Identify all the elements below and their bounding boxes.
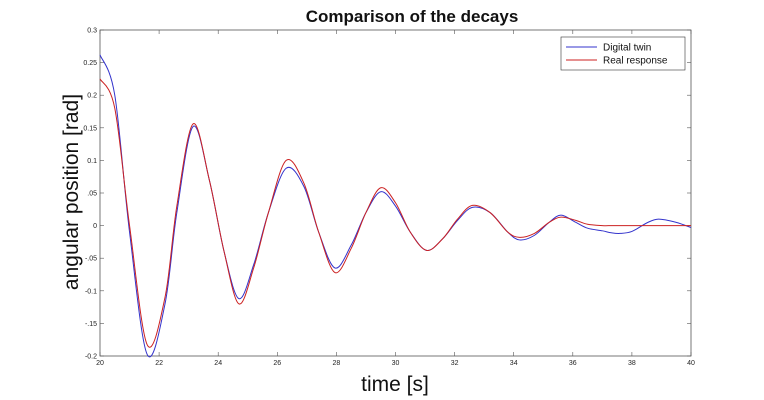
x-tick-label: 40 <box>687 360 695 367</box>
chart-title: Comparison of the decays <box>306 7 519 26</box>
y-axis-ticks: -0.2 -.15 -0.1 -.05 0 .05 0.1 0.15 0.2 0.25 0.3 <box>83 28 691 361</box>
x-tick-label: 28 <box>333 360 341 367</box>
plot-area <box>99 29 692 357</box>
series-line-digital-twin <box>99 54 692 358</box>
y-tick-label: 0.25 <box>83 60 97 67</box>
x-tick-label: 30 <box>392 360 400 367</box>
legend: Digital twin Real response <box>560 36 686 71</box>
y-tick-label: .05 <box>87 191 97 198</box>
y-tick-label: 0.1 <box>87 158 97 165</box>
y-tick-label: -.15 <box>85 321 97 328</box>
y-tick-label: -0.1 <box>85 288 97 295</box>
legend-entry: Real response <box>603 56 668 67</box>
x-axis-ticks: 20 22 24 26 28 30 32 34 36 38 40 <box>96 30 695 367</box>
series-line-real-response <box>99 78 691 348</box>
x-tick-label: 36 <box>569 360 577 367</box>
x-tick-label: 38 <box>628 360 636 367</box>
x-tick-label: 34 <box>510 360 518 367</box>
series-lines <box>99 54 692 358</box>
x-axis-label: time [s] <box>361 373 429 396</box>
y-tick-label: 0.2 <box>87 93 97 100</box>
legend-box <box>560 36 686 71</box>
x-tick-label: 20 <box>96 360 104 367</box>
y-tick-label: 0 <box>93 223 97 230</box>
y-tick-label: 0.3 <box>87 28 97 35</box>
x-tick-label: 26 <box>273 360 281 367</box>
x-tick-label: 22 <box>155 360 163 367</box>
x-tick-label: 32 <box>451 360 459 367</box>
y-tick-label: -.05 <box>85 256 97 263</box>
y-axis-label: angular position [rad] <box>60 94 83 290</box>
y-tick-label: -0.2 <box>85 354 97 361</box>
legend-entry: Digital twin <box>603 43 651 54</box>
x-tick-label: 24 <box>214 360 222 367</box>
y-tick-label: 0.15 <box>83 125 97 132</box>
